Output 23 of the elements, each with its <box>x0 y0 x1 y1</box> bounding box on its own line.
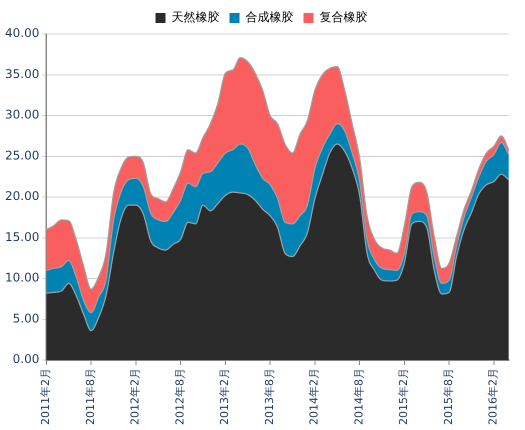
x-tick-label: 2016年2月 <box>486 368 500 426</box>
y-tick-label: 15.00 <box>4 230 40 244</box>
y-tick-label: 20.00 <box>4 189 40 204</box>
legend-label: 天然橡胶 <box>172 10 220 24</box>
x-tick-label: 2015年8月 <box>442 368 455 426</box>
x-tick-label: 2013年2月 <box>218 368 232 426</box>
x-tick-label: 2013年8月 <box>262 368 276 426</box>
y-tick-label: 40.00 <box>4 26 40 40</box>
y-tick-label: 25.00 <box>4 148 40 162</box>
x-tick-label: 2014年8月 <box>352 368 366 426</box>
y-tick-label: 0.00 <box>12 352 40 366</box>
x-tick-label: 2015年2月 <box>397 368 410 426</box>
x-tick-label: 2011年8月 <box>84 368 97 426</box>
y-tick-label: 10.00 <box>4 270 40 285</box>
x-tick-label: 2012年8月 <box>173 368 186 426</box>
x-tick-label: 2012年2月 <box>128 368 142 426</box>
x-tick-label: 2011年2月 <box>39 368 52 426</box>
y-tick-label: 35.00 <box>4 66 40 81</box>
x-tick-label: 2014年2月 <box>308 368 321 426</box>
y-tick-label: 30.00 <box>4 108 40 122</box>
legend-label: 合成橡胶 <box>246 10 294 24</box>
legend-label: 复合橡胶 <box>320 10 368 24</box>
y-tick-label: 5.00 <box>12 311 40 326</box>
